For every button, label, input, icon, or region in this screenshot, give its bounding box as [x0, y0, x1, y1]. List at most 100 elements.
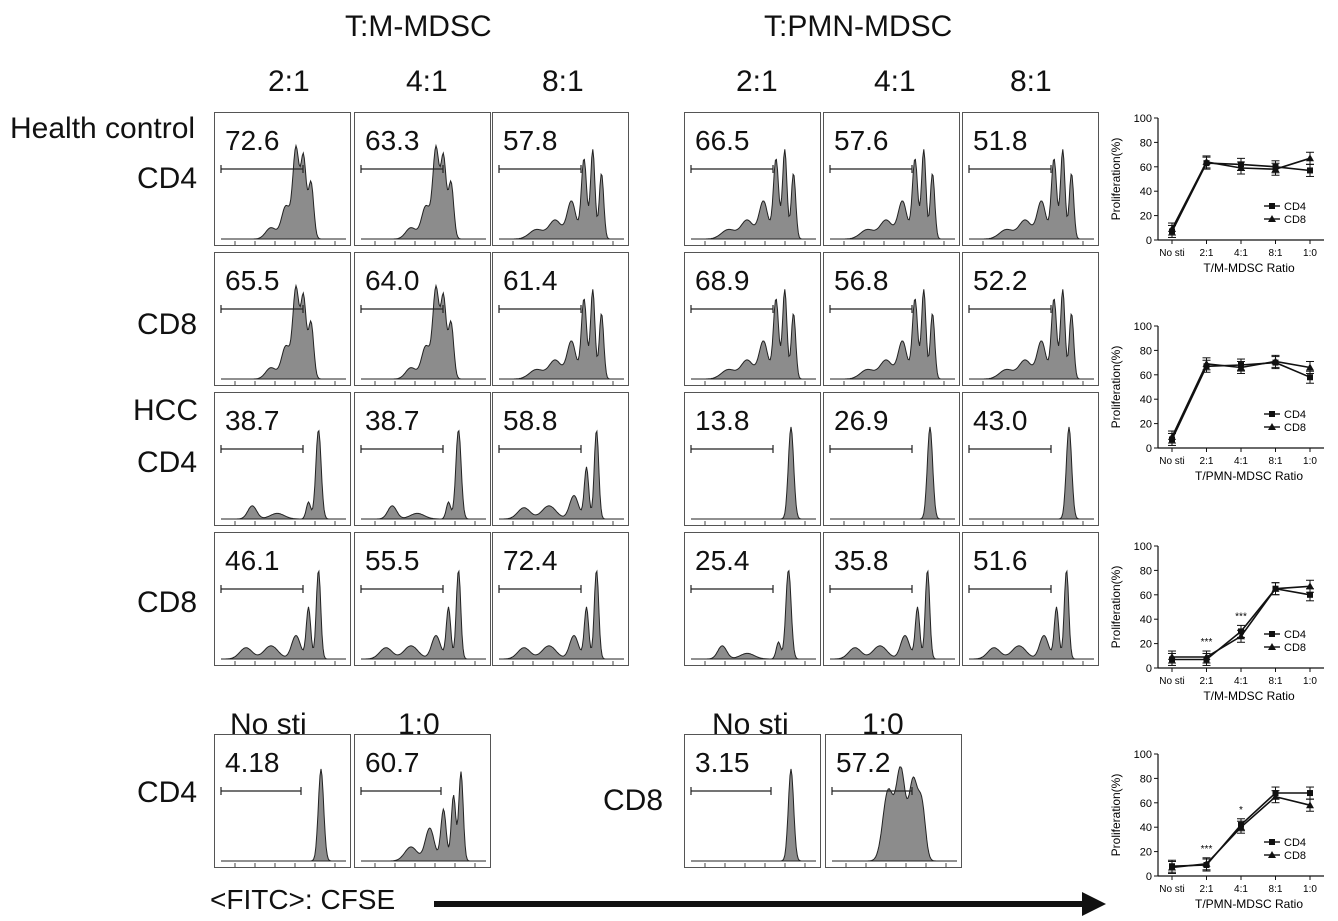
panel-p-hc_cd4-2-histogram	[969, 149, 1094, 240]
panel-ctrl-cd8-1-0: 57.2	[825, 734, 962, 868]
panel-m-hc_cd4-1-histogram	[361, 143, 486, 240]
panel-p-hc_cd8-2: 52.2	[962, 252, 1099, 386]
row-label-hc-cd4: CD4	[137, 162, 198, 195]
point-CD8	[1237, 632, 1245, 640]
panel-m-hcc_cd4-0-percent: 38.7	[225, 405, 280, 436]
panel-m-hc_cd8-2: 61.4	[492, 252, 629, 386]
x-tick-label: 2:1	[1200, 884, 1214, 895]
panel-p-hcc_cd8-1: 35.8	[823, 532, 960, 666]
row-label-ctrl-cd8: CD8	[603, 784, 664, 817]
panel-p-hcc_cd8-2-plot	[968, 569, 1094, 665]
y-tick-label: 100	[1134, 541, 1152, 553]
point-CD8	[1237, 164, 1245, 172]
panel-m-hcc_cd4-0-plot	[220, 429, 346, 525]
panel-ctrl-cd4-1-0-percent: 60.7	[365, 747, 420, 778]
y-tick-label: 100	[1134, 321, 1152, 333]
panel-ctrl-cd4-1-0-gate	[360, 787, 442, 795]
x-tick-label: 1:0	[1303, 248, 1317, 259]
panel-p-hcc_cd8-0: 25.4	[684, 532, 821, 666]
legend-label-CD4: CD4	[1284, 629, 1306, 641]
panel-p-hc_cd4-1-gate	[829, 165, 913, 173]
cfse-axis-label: <FITC>: CFSE	[210, 884, 396, 915]
y-tick-label: 0	[1146, 871, 1152, 883]
y-tick-label: 0	[1146, 443, 1152, 455]
row-label-health-control: Health control	[10, 112, 196, 145]
row-label-hcc-cd4: CD4	[137, 446, 198, 479]
row-label-hc-cd8: CD8	[137, 308, 198, 341]
panel-p-hc_cd8-0: 68.9	[684, 252, 821, 386]
y-tick-label: 80	[1140, 773, 1152, 785]
panel-m-hcc_cd4-1: 38.7	[354, 392, 491, 526]
point-CD8	[1306, 801, 1314, 809]
panel-p-hc_cd8-2-histogram	[969, 289, 1094, 380]
panel-m-hc_cd8-1: 64.0	[354, 252, 491, 386]
x-tick-label: 8:1	[1269, 456, 1283, 467]
panel-p-hcc_cd8-1-plot	[829, 569, 955, 665]
panel-m-hcc_cd8-0-gate	[220, 585, 304, 593]
ratio-header-m-4-1: 4:1	[406, 65, 448, 98]
y-tick-label: 100	[1134, 749, 1152, 761]
panel-m-hc_cd4-0-percent: 72.6	[225, 125, 280, 156]
x-tick-label: 1:0	[1303, 456, 1317, 467]
panel-m-hcc_cd8-0-histogram	[221, 569, 346, 660]
point-CD8	[1306, 582, 1314, 590]
panel-p-hc_cd8-1: 56.8	[823, 252, 960, 386]
line-chart-0: 0 20 40 60 80 100 No sti 2:1 4:1 8:1 1:0 T/M-MDSC R…	[1109, 113, 1324, 275]
x-tick-label: 4:1	[1234, 676, 1248, 687]
group-title-pmn-mdsc: T:PMN-MDSC	[764, 10, 953, 43]
y-tick-label: 40	[1140, 614, 1152, 626]
panel-m-hc_cd4-1-percent: 63.3	[365, 125, 420, 156]
panel-ctrl-cd8-nosti-plot	[690, 768, 816, 867]
panel-ctrl-cd4-nosti-plot	[220, 768, 346, 867]
panel-p-hcc_cd4-2-histogram	[969, 426, 1094, 520]
panel-p-hcc_cd4-1-histogram	[830, 426, 955, 520]
panel-m-hc_cd8-0: 65.5	[214, 252, 351, 386]
panel-p-hcc_cd4-2-plot	[968, 426, 1094, 525]
point-CD8	[1271, 584, 1280, 592]
panel-p-hcc_cd4-2: 43.0	[962, 392, 1099, 526]
y-tick-label: 60	[1140, 370, 1152, 382]
legend-marker-CD8	[1268, 643, 1276, 650]
panel-p-hcc_cd8-2-histogram	[969, 569, 1094, 660]
panel-m-hc_cd8-1-gate	[360, 305, 444, 313]
panel-p-hcc_cd4-1-percent: 26.9	[834, 405, 889, 436]
panel-m-hc_cd8-1-percent: 64.0	[365, 265, 420, 296]
significance-label: *	[1239, 805, 1243, 816]
panel-p-hcc_cd8-1-gate	[829, 585, 913, 593]
y-tick-label: 60	[1140, 590, 1152, 602]
panel-m-hc_cd4-0-histogram	[221, 143, 346, 240]
x-tick-label: 8:1	[1269, 676, 1283, 687]
y-axis-label: Proliferation(%)	[1109, 566, 1123, 649]
panel-ctrl-cd4-nosti: 4.18	[214, 734, 351, 868]
legend-marker-CD4	[1269, 839, 1275, 845]
panel-p-hc_cd4-2-plot	[968, 149, 1094, 245]
panel-ctrl-cd8-nosti: 3.15	[684, 734, 821, 868]
panel-m-hcc_cd8-0-plot	[220, 569, 346, 665]
panel-p-hc_cd8-1-percent: 56.8	[834, 265, 889, 296]
x-axis-label: T/PMN-MDSC Ratio	[1195, 469, 1303, 483]
panel-m-hc_cd8-2-plot	[498, 289, 624, 385]
panel-p-hc_cd4-2-percent: 51.8	[973, 125, 1028, 156]
panel-p-hc_cd4-0-percent: 66.5	[695, 125, 750, 156]
panel-m-hcc_cd4-1-percent: 38.7	[365, 405, 420, 436]
panel-p-hcc_cd8-1-percent: 35.8	[834, 545, 889, 576]
significance-label: ***	[1235, 611, 1247, 622]
y-tick-label: 0	[1146, 663, 1152, 675]
group-title-m-mdsc: T:M-MDSC	[345, 10, 492, 43]
panel-ctrl-cd4-nosti-gate	[220, 787, 302, 795]
y-tick-label: 80	[1140, 345, 1152, 357]
panel-ctrl-cd4-1-0-histogram	[361, 771, 486, 862]
x-tick-label: 8:1	[1269, 248, 1283, 259]
x-tick-label: 4:1	[1234, 884, 1248, 895]
row-label-hcc: HCC	[133, 394, 198, 427]
significance-label: ***	[1201, 844, 1213, 855]
x-tick-label: 2:1	[1200, 248, 1214, 259]
panel-m-hc_cd4-2-histogram	[499, 149, 624, 240]
legend-marker-CD8	[1268, 423, 1276, 430]
y-tick-label: 60	[1140, 162, 1152, 174]
x-tick-label: No sti	[1159, 456, 1185, 467]
point-CD8	[1202, 359, 1211, 367]
panel-m-hcc_cd4-2-plot	[498, 429, 624, 525]
point-CD8	[1168, 433, 1176, 441]
panel-p-hcc_cd4-0-percent: 13.8	[695, 405, 750, 436]
